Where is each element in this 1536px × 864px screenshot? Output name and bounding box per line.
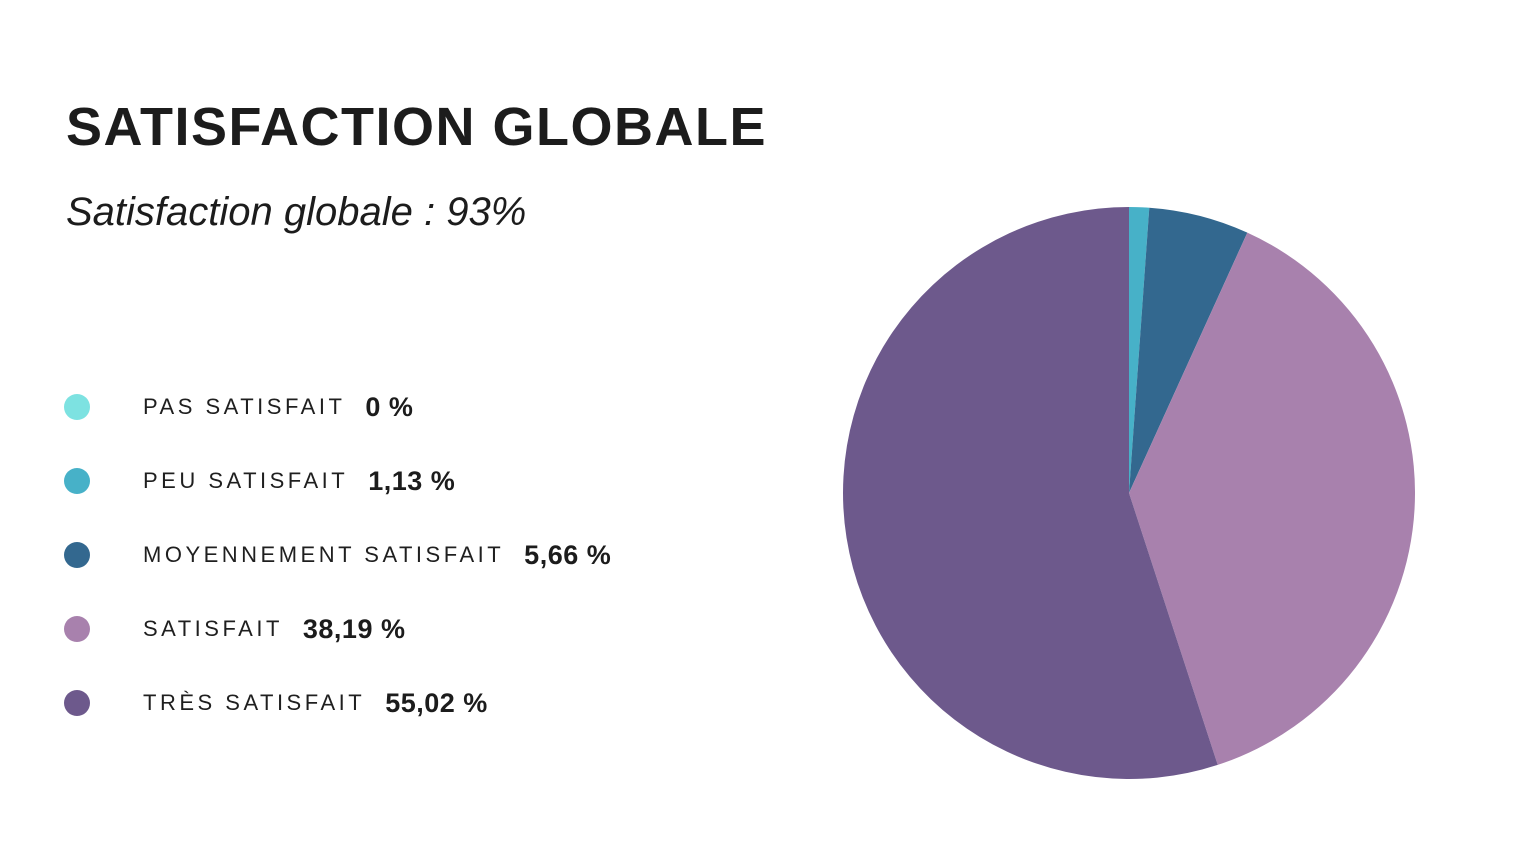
legend-item: SATISFAIT 38,19 % (64, 614, 611, 644)
legend-label: PEU SATISFAIT (143, 468, 349, 493)
legend-label: SATISFAIT (143, 616, 283, 641)
pie-slice (1129, 207, 1150, 493)
legend-item: PAS SATISFAIT 0 % (64, 392, 611, 422)
legend-label: MOYENNEMENT SATISFAIT (143, 542, 505, 567)
pie-slice (1129, 232, 1415, 765)
pie-slice (843, 207, 1218, 779)
legend-value: 0 % (365, 391, 414, 422)
legend-swatch-icon (64, 616, 90, 642)
legend-item: PEU SATISFAIT 1,13 % (64, 466, 611, 496)
legend-item: MOYENNEMENT SATISFAIT 5,66 % (64, 540, 611, 570)
legend-value: 1,13 % (368, 465, 456, 496)
legend-item: TRÈS SATISFAIT 55,02 % (64, 688, 611, 718)
pie-chart (843, 207, 1415, 779)
legend-swatch-icon (64, 690, 90, 716)
legend-value: 38,19 % (302, 613, 406, 644)
legend-label: PAS SATISFAIT (143, 394, 346, 419)
legend: PAS SATISFAIT 0 % PEU SATISFAIT 1,13 % MOYEN… (64, 392, 611, 762)
page-subtitle: Satisfaction globale : 93% (66, 190, 527, 234)
pie-slice (1129, 207, 1248, 493)
legend-swatch-icon (64, 468, 90, 494)
legend-swatch-icon (64, 394, 90, 420)
page-title: SATISFACTION GLOBALE (66, 97, 767, 157)
legend-label: TRÈS SATISFAIT (143, 690, 366, 715)
legend-value: 5,66 % (524, 539, 612, 570)
pie-chart-svg (843, 207, 1415, 779)
legend-swatch-icon (64, 542, 90, 568)
legend-value: 55,02 % (385, 687, 488, 718)
